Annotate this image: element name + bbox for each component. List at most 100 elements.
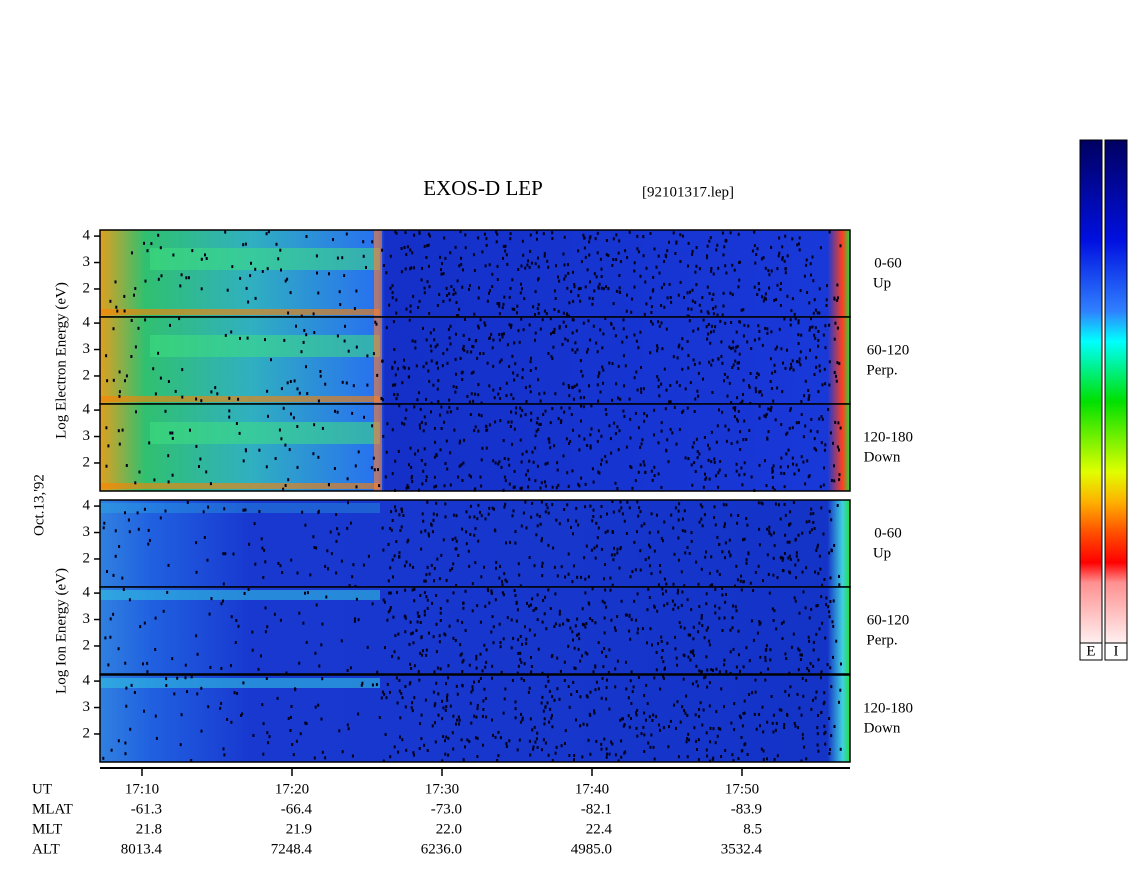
speckle xyxy=(571,318,574,322)
speckle xyxy=(669,400,672,404)
speckle xyxy=(622,717,624,721)
speckle xyxy=(675,442,678,446)
speckle xyxy=(230,720,233,724)
speckle xyxy=(786,348,788,352)
speckle xyxy=(474,425,477,429)
speckle xyxy=(833,725,836,728)
speckle xyxy=(251,630,254,634)
speckle xyxy=(174,389,177,393)
speckle xyxy=(619,718,622,722)
speckle xyxy=(239,276,242,280)
speckle xyxy=(797,668,800,672)
speckle xyxy=(435,484,438,488)
speckle xyxy=(718,542,721,546)
speckle xyxy=(536,464,539,468)
speckle xyxy=(780,471,783,475)
speckle xyxy=(779,465,782,469)
speckle xyxy=(399,735,401,739)
speckle xyxy=(631,486,634,490)
speckle xyxy=(616,615,619,618)
speckle xyxy=(384,475,387,479)
speckle xyxy=(558,612,561,616)
speckle xyxy=(693,461,696,465)
speckle xyxy=(336,256,339,260)
speckle xyxy=(414,346,417,350)
speckle xyxy=(328,272,330,276)
speckle xyxy=(601,599,604,603)
speckle xyxy=(479,677,482,680)
speckle xyxy=(207,705,210,709)
speckle xyxy=(754,390,757,394)
speckle xyxy=(686,406,689,410)
speckle xyxy=(498,302,501,306)
speckle xyxy=(736,344,739,348)
speckle xyxy=(531,501,534,505)
speckle xyxy=(433,426,436,430)
speckle xyxy=(597,429,600,433)
speckle xyxy=(479,352,481,356)
speckle xyxy=(724,424,727,428)
speckle xyxy=(516,373,519,377)
speckle xyxy=(715,710,718,714)
speckle xyxy=(499,419,502,423)
speckle xyxy=(381,248,384,252)
speckle xyxy=(394,634,397,638)
speckle xyxy=(722,291,725,295)
speckle xyxy=(634,568,637,572)
speckle xyxy=(818,554,821,558)
speckle xyxy=(596,251,599,255)
speckle xyxy=(682,409,685,413)
speckle xyxy=(758,337,761,341)
speckle xyxy=(627,696,630,700)
speckle xyxy=(555,518,558,522)
speckle xyxy=(314,651,317,655)
speckle xyxy=(502,256,504,260)
speckle xyxy=(641,438,644,442)
speckle xyxy=(605,686,608,690)
speckle xyxy=(714,611,717,615)
speckle xyxy=(725,239,728,243)
speckle xyxy=(607,287,610,291)
speckle xyxy=(473,429,476,432)
speckle xyxy=(709,740,712,744)
speckle xyxy=(583,556,586,560)
speckle xyxy=(614,432,617,436)
speckle xyxy=(600,547,603,551)
speckle xyxy=(398,513,401,517)
speckle xyxy=(618,239,621,243)
speckle xyxy=(162,609,165,613)
speckle xyxy=(828,323,831,327)
speckle xyxy=(313,546,316,549)
speckle xyxy=(750,475,753,479)
speckle xyxy=(122,588,125,591)
speckle xyxy=(391,472,394,476)
speckle xyxy=(498,576,501,580)
speckle xyxy=(497,392,500,396)
speckle xyxy=(378,484,381,488)
speckle xyxy=(684,551,687,555)
speckle xyxy=(381,359,384,363)
speckle xyxy=(176,676,179,680)
speckle xyxy=(810,273,812,277)
speckle xyxy=(800,455,803,459)
speckle xyxy=(433,475,436,479)
speckle xyxy=(549,446,552,450)
speckle xyxy=(425,256,428,259)
speckle xyxy=(498,460,501,464)
speckle xyxy=(792,632,795,636)
speckle xyxy=(620,599,623,603)
speckle xyxy=(605,755,608,759)
speckle xyxy=(283,338,286,342)
speckle xyxy=(708,681,711,685)
speckle xyxy=(501,591,504,595)
speckle xyxy=(409,310,412,314)
speckle xyxy=(769,409,772,412)
speckle xyxy=(484,665,487,669)
speckle xyxy=(384,646,386,650)
speckle xyxy=(657,378,660,382)
speckle xyxy=(669,719,672,723)
speckle xyxy=(551,714,553,717)
speckle xyxy=(639,549,642,553)
speckle xyxy=(686,340,689,343)
speckle xyxy=(466,350,469,354)
